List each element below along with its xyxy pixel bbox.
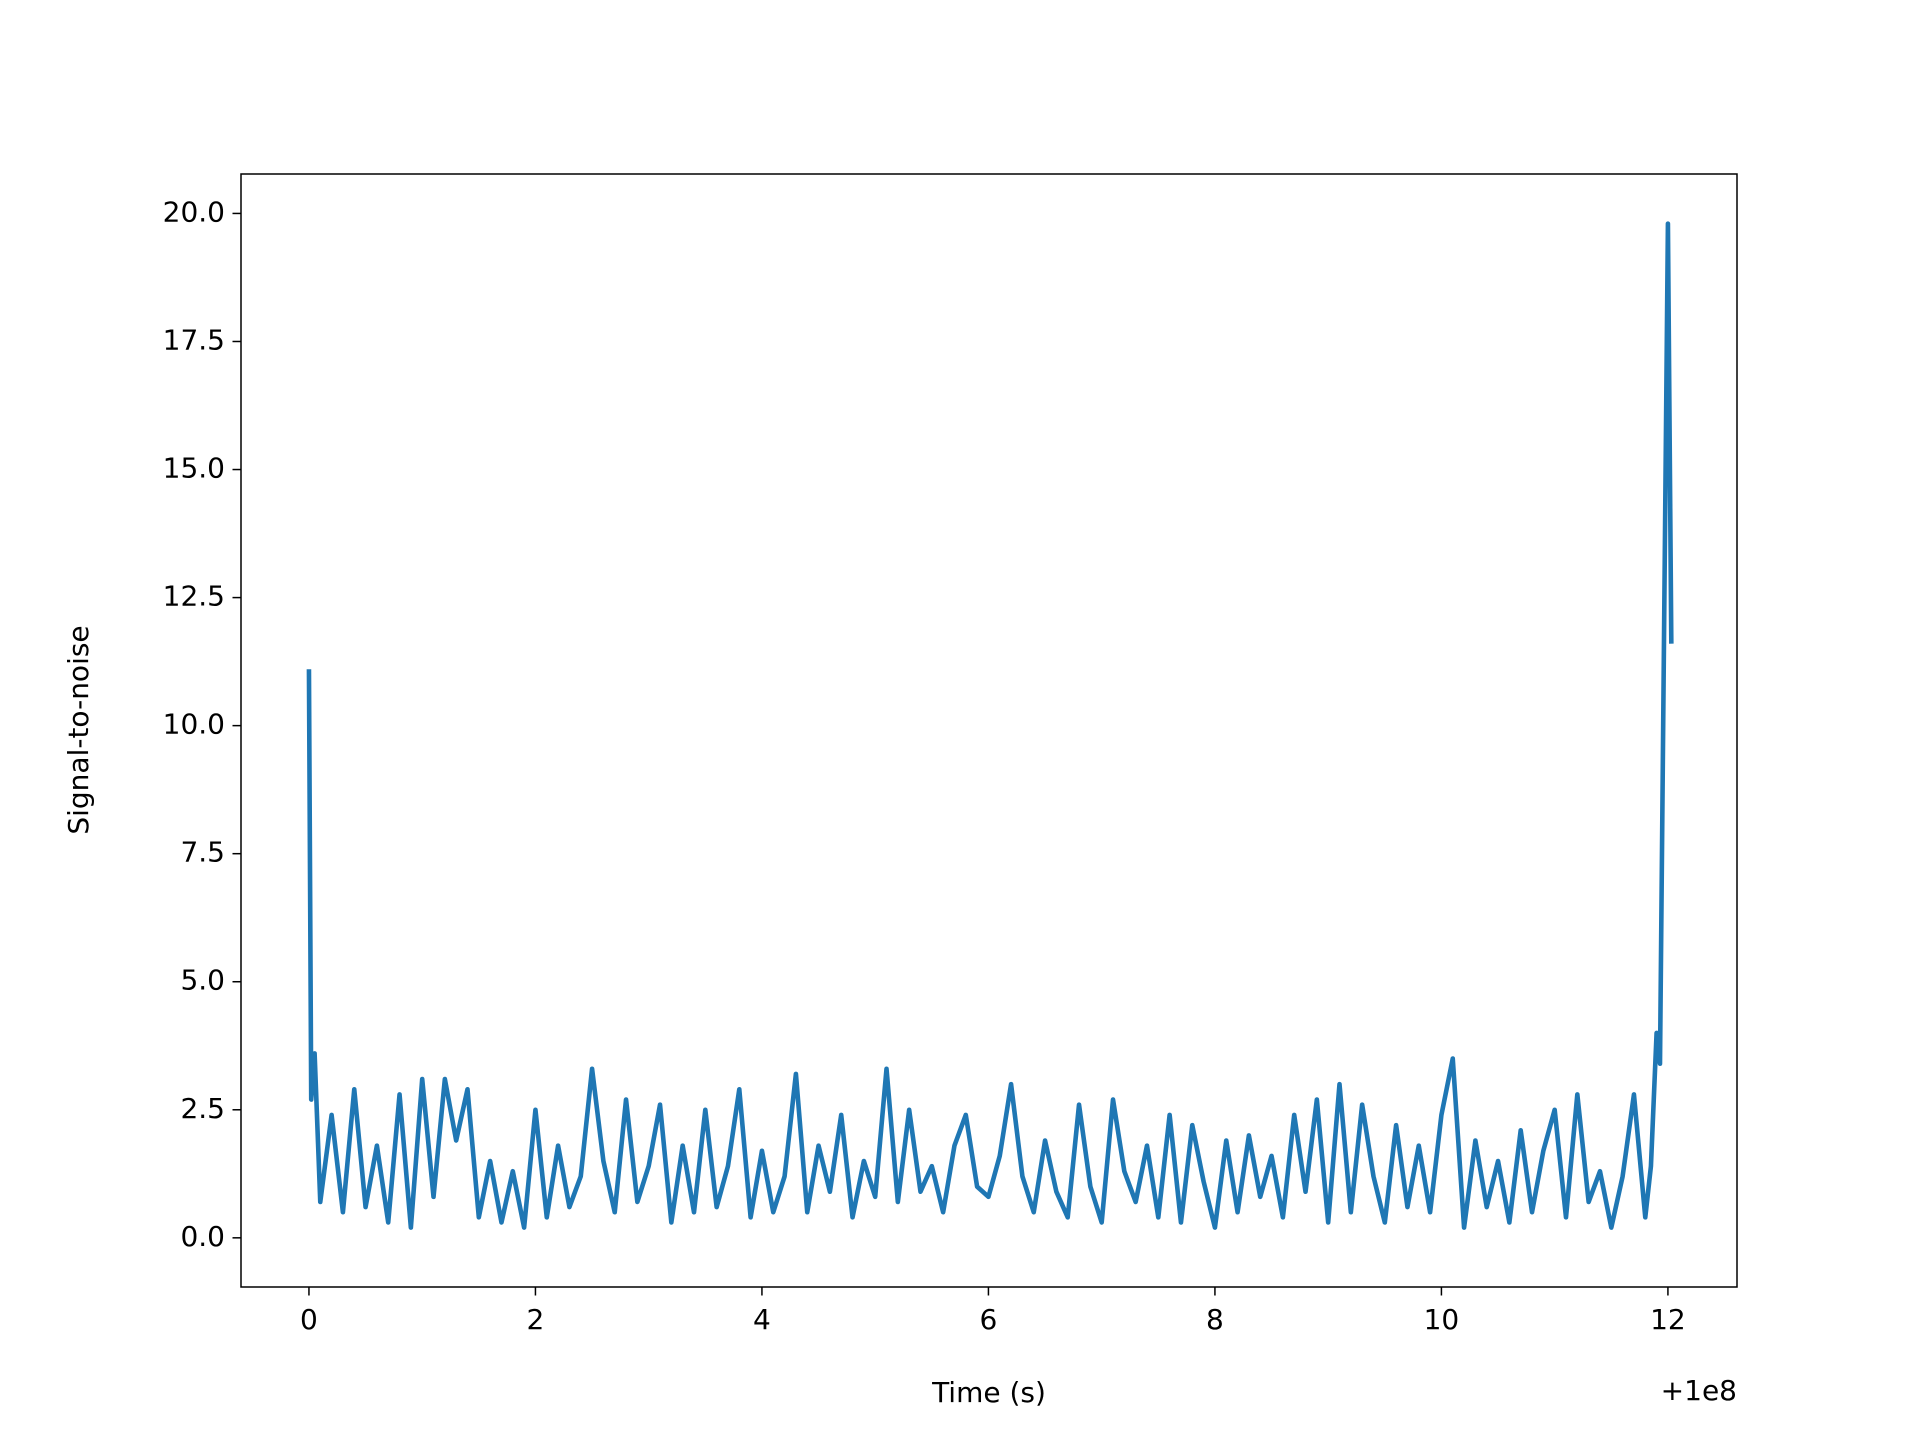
plot-frame <box>240 173 1738 1288</box>
x-tick-label: 6 <box>980 1303 998 1336</box>
y-axis-label: Signal-to-noise <box>62 625 95 834</box>
x-tick-label: 10 <box>1424 1303 1460 1336</box>
x-tick-label: 12 <box>1650 1303 1686 1336</box>
x-tick-label: 4 <box>753 1303 771 1336</box>
y-tick-label: 12.5 <box>163 580 225 613</box>
data-line <box>306 221 1674 1230</box>
y-tick-label: 17.5 <box>163 323 225 356</box>
x-tick-label: 0 <box>300 1303 318 1336</box>
x-axis-label: Time (s) <box>931 1376 1046 1409</box>
x-tick-label: 8 <box>1206 1303 1224 1336</box>
x-tick-label: 2 <box>527 1303 545 1336</box>
y-tick-label: 15.0 <box>163 452 225 485</box>
y-tick-label: 2.5 <box>180 1092 225 1125</box>
y-tick-label: 20.0 <box>163 195 225 228</box>
x-offset-label: +1e8 <box>1661 1374 1737 1407</box>
y-tick-label: 10.0 <box>163 708 225 741</box>
y-tick-label: 5.0 <box>180 964 225 997</box>
y-tick-label: 7.5 <box>180 836 225 869</box>
y-tick-label: 0.0 <box>180 1220 225 1253</box>
